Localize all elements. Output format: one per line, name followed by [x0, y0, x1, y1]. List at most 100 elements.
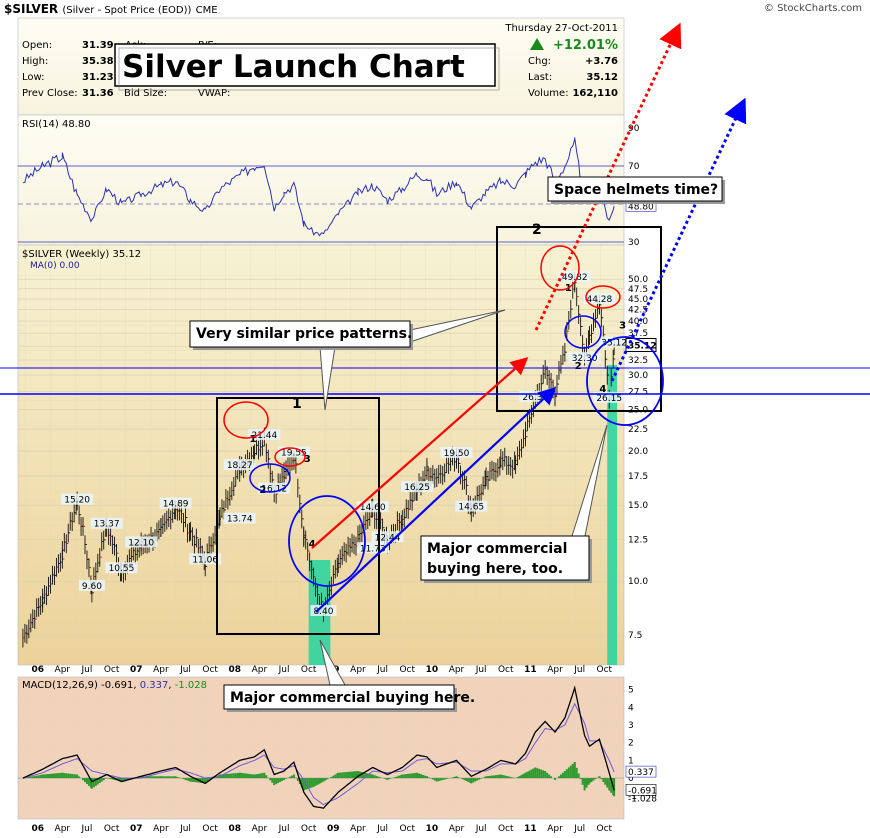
price-label-bg [519, 390, 552, 402]
macd-tick-label: -1 [628, 792, 637, 802]
x-tick-label-bottom: Oct [399, 824, 415, 834]
price-label-bg [356, 501, 389, 513]
price-tick-label: 10.0 [628, 577, 648, 587]
price-label-bg [61, 493, 94, 505]
x-tick-label-bottom: Apr [350, 824, 366, 834]
price-tick-label: 37.5 [628, 329, 648, 339]
price-tick-label: 40.0 [628, 317, 648, 327]
x-tick-label: Oct [301, 665, 317, 675]
rsi-tick-label: 90 [628, 124, 640, 134]
x-tick-label-bottom: Apr [153, 824, 169, 834]
price-label-bg [455, 500, 488, 512]
x-tick-label-bottom: 08 [229, 824, 242, 834]
macd-sep: , [168, 680, 174, 691]
price-value-label: 18.27 [227, 461, 253, 471]
price-value-label: 11.06 [192, 555, 218, 565]
x-tick-label: Oct [104, 665, 120, 675]
price-label-bg [105, 562, 138, 574]
x-tick-label-bottom: Jul [179, 824, 191, 834]
macd-signal-tag-text: 0.337 [628, 768, 654, 778]
macd-tick-label: 0 [628, 774, 634, 784]
pattern-box-2-label: 2 [532, 222, 542, 238]
price-value-label: 12.10 [128, 538, 154, 548]
quote-values: Open: 31.39 Ask: P/E: High: 35.38 Low: 3… [22, 23, 618, 99]
rsi-tick-label: 30 [628, 238, 640, 248]
wave-label: 4 [309, 539, 316, 550]
x-tick-label-bottom: 10 [426, 824, 439, 834]
x-tick-label-bottom: 11 [524, 824, 537, 834]
high-label: High: [22, 56, 48, 67]
x-tick-label-bottom: Apr [55, 824, 71, 834]
last-price-tag-text: 35.12 [628, 342, 656, 352]
price-value-label: 13.37 [94, 520, 120, 530]
price-value-label: 19.50 [444, 449, 470, 459]
callout-major-2011-text: Major commercial [427, 541, 567, 557]
circle-blue-2008-mid [249, 463, 291, 493]
x-tick-label: Oct [399, 665, 415, 675]
circle-red-2011-3 [585, 285, 621, 309]
macd-signal-value: 0.337 [140, 680, 169, 691]
price-label-bg [440, 446, 473, 458]
price-value-label: 49.82 [562, 273, 588, 283]
x-tick-label: Jul [278, 665, 290, 675]
x-tick-label-bottom: Oct [202, 824, 218, 834]
blue-trend-arrow [315, 386, 557, 613]
price-value-label: 16.25 [404, 483, 430, 493]
x-tick-label: Apr [350, 665, 366, 675]
x-tick-label: 06 [31, 665, 44, 675]
rsi-layer: 48.80 [18, 137, 657, 243]
rsi-tick-label: 70 [628, 162, 640, 172]
rsi-last-value: 48.80 [628, 202, 654, 212]
x-tick-label-bottom: Jul [81, 824, 93, 834]
macd-hist-value: -1.028 [175, 680, 207, 691]
price-tick-label: 27.5 [628, 387, 648, 397]
callout-major-2011-text: buying here, too. [427, 561, 563, 577]
price-tick-label: 30.0 [628, 371, 648, 381]
circle-red-2011-top [540, 245, 580, 291]
price-label-bg [78, 579, 105, 591]
circle-blue-2011-low [586, 336, 664, 426]
vwap-label: VWAP: [198, 88, 230, 99]
low-value: 31.23 [82, 72, 114, 83]
x-tick-label-bottom: Apr [252, 824, 268, 834]
price-value-label: 10.55 [109, 564, 135, 574]
x-tick-label: Oct [597, 665, 613, 675]
x-tick-label: Apr [252, 665, 268, 675]
x-tick-label-bottom: 06 [31, 824, 44, 834]
chg-value: +3.76 [585, 56, 618, 67]
ma-label: MA(0) 0.00 [30, 261, 80, 271]
x-tick-label-bottom: Apr [547, 824, 563, 834]
x-tick-label: Apr [547, 665, 563, 675]
price-label-bg [90, 517, 123, 529]
x-tick-label-bottom: Jul [573, 824, 585, 834]
callout-similar-text: Very similar price patterns. [196, 326, 412, 342]
low-label: Low: [22, 72, 45, 83]
last-price-tag [625, 338, 657, 353]
copyright-text: © StockCharts.com [763, 3, 862, 14]
price-tick-label: 50.0 [628, 275, 648, 285]
pattern-box-1-label: 1 [292, 396, 302, 412]
x-tick-label: Apr [449, 665, 465, 675]
price-value-label: 32.30 [572, 354, 598, 364]
x-tick-label: Oct [498, 665, 514, 675]
macd-hist-tag-text: -1.028 [628, 794, 657, 804]
price-tick-label: 22.5 [628, 425, 648, 435]
price-tick-label: 45.0 [628, 295, 648, 305]
x-tick-label: Apr [55, 665, 71, 675]
x-tick-label-bottom: Jul [376, 824, 388, 834]
macd-tick-label: 5 [628, 686, 634, 696]
price-tick-label: 42.5 [628, 306, 648, 316]
x-tick-label-bottom: Jul [278, 824, 290, 834]
price-value-label: 15.20 [64, 496, 90, 506]
price-label-bg [371, 531, 404, 543]
callout-helmets-box [547, 176, 723, 202]
x-tick-label-bottom: Oct [597, 824, 613, 834]
callout-helmets-text: Space helmets time? [554, 182, 718, 198]
x-tick-label: Jul [475, 665, 487, 675]
x-tick-label-bottom: Apr [449, 824, 465, 834]
macd-tick-label: 1 [628, 756, 634, 766]
price-value-label: 12.44 [375, 533, 401, 543]
price-tick-label: 20.0 [628, 447, 648, 457]
x-tick-label: Jul [179, 665, 191, 675]
